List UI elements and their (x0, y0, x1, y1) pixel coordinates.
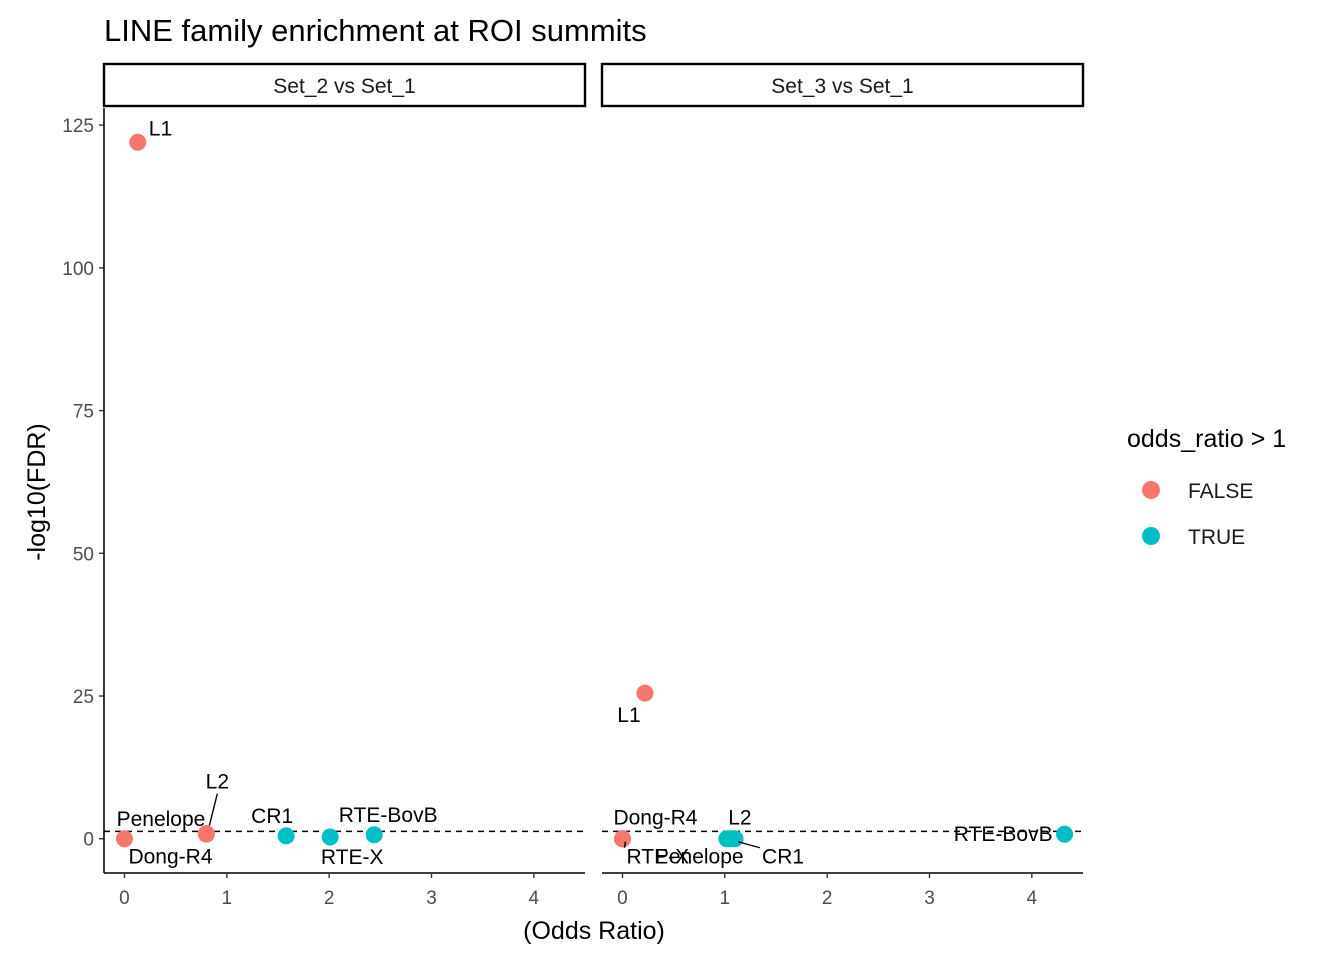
point-label-rte-x: RTE-X (321, 846, 384, 869)
facet-strip (600, 62, 1085, 108)
data-point-dong-r4 (115, 830, 133, 848)
point-label-rte-x: RTE-X (626, 846, 689, 869)
point-label-dong-r4: Dong-R4 (128, 846, 212, 869)
data-point-rte-x (613, 830, 631, 848)
facet-strip (102, 62, 587, 108)
chart-title: LINE family enrichment at ROI summits (104, 13, 647, 48)
point-label-penelope: Penelope (655, 846, 744, 869)
point-label-cr1: CR1 (251, 805, 293, 828)
y-tick-label: 125 (62, 116, 94, 137)
point-label-cr1: CR1 (762, 846, 804, 869)
y-tick-label: 25 (73, 687, 94, 708)
point-label-l1: L1 (617, 704, 640, 727)
y-tick-label: 0 (83, 830, 94, 851)
point-label-l2: L2 (206, 771, 229, 794)
label-leader (737, 841, 761, 849)
legend-key-true (1142, 527, 1160, 545)
label-leader (208, 793, 219, 826)
facet-panels: 0 25 50 75 100 125 Set_2 vs Set_1 0 1 2 3 4 L1 Dong-R… (62, 62, 1085, 909)
x-tick-label: 4 (1027, 888, 1038, 909)
point-label-rte-bovb: RTE-BovB (954, 823, 1053, 846)
data-point-rte-bovb (365, 826, 383, 844)
y-axis: 0 25 50 75 100 125 (62, 108, 105, 873)
data-point-cr1 (277, 827, 295, 845)
data-point-l2 (197, 825, 215, 843)
facet-panel-2: Set_3 vs Set_1 0 1 2 3 4 L1 Dong-R4 RTE-XPenelop… (600, 62, 1085, 909)
legend-key-false (1142, 481, 1160, 499)
x-tick-label: 2 (324, 888, 335, 909)
data-point-cr1 (726, 830, 744, 848)
facet-strip-label: Set_3 vs Set_1 (771, 75, 913, 98)
label-leader (623, 841, 627, 848)
y-tick-label: 100 (62, 259, 94, 280)
x-tick-label: 0 (119, 888, 130, 909)
legend-label-true: TRUE (1188, 526, 1245, 549)
legend-title: odds_ratio > 1 (1127, 425, 1286, 453)
data-point-l1 (636, 684, 654, 702)
x-tick-label: 0 (617, 888, 628, 909)
data-point-rte-x (321, 828, 339, 846)
facet-strip-label: Set_2 vs Set_1 (273, 75, 415, 98)
x-tick-label: 2 (822, 888, 833, 909)
y-tick-label: 75 (73, 402, 94, 423)
x-tick-label: 3 (426, 888, 437, 909)
x-tick-label: 1 (720, 888, 731, 909)
data-point-rte-bovb (1056, 825, 1074, 843)
point-label-l1: L1 (149, 117, 172, 140)
x-axis-title: (Odds Ratio) (523, 917, 665, 945)
x-tick-label: 4 (529, 888, 540, 909)
point-label-dong-r4: Dong-R4 (613, 807, 697, 830)
data-point-l1 (129, 133, 147, 151)
point-label-penelope: Penelope (117, 808, 206, 831)
x-tick-label: 3 (924, 888, 935, 909)
legend-label-false: FALSE (1188, 480, 1253, 503)
x-tick-label: 1 (222, 888, 233, 909)
legend: odds_ratio > 1 FALSE TRUE (1127, 425, 1286, 549)
y-axis-title: -log10(FDR) (23, 423, 51, 561)
point-label-l2: L2 (728, 807, 751, 830)
point-label-rte-bovb: RTE-BovB (339, 804, 438, 827)
y-tick-label: 50 (73, 544, 94, 565)
